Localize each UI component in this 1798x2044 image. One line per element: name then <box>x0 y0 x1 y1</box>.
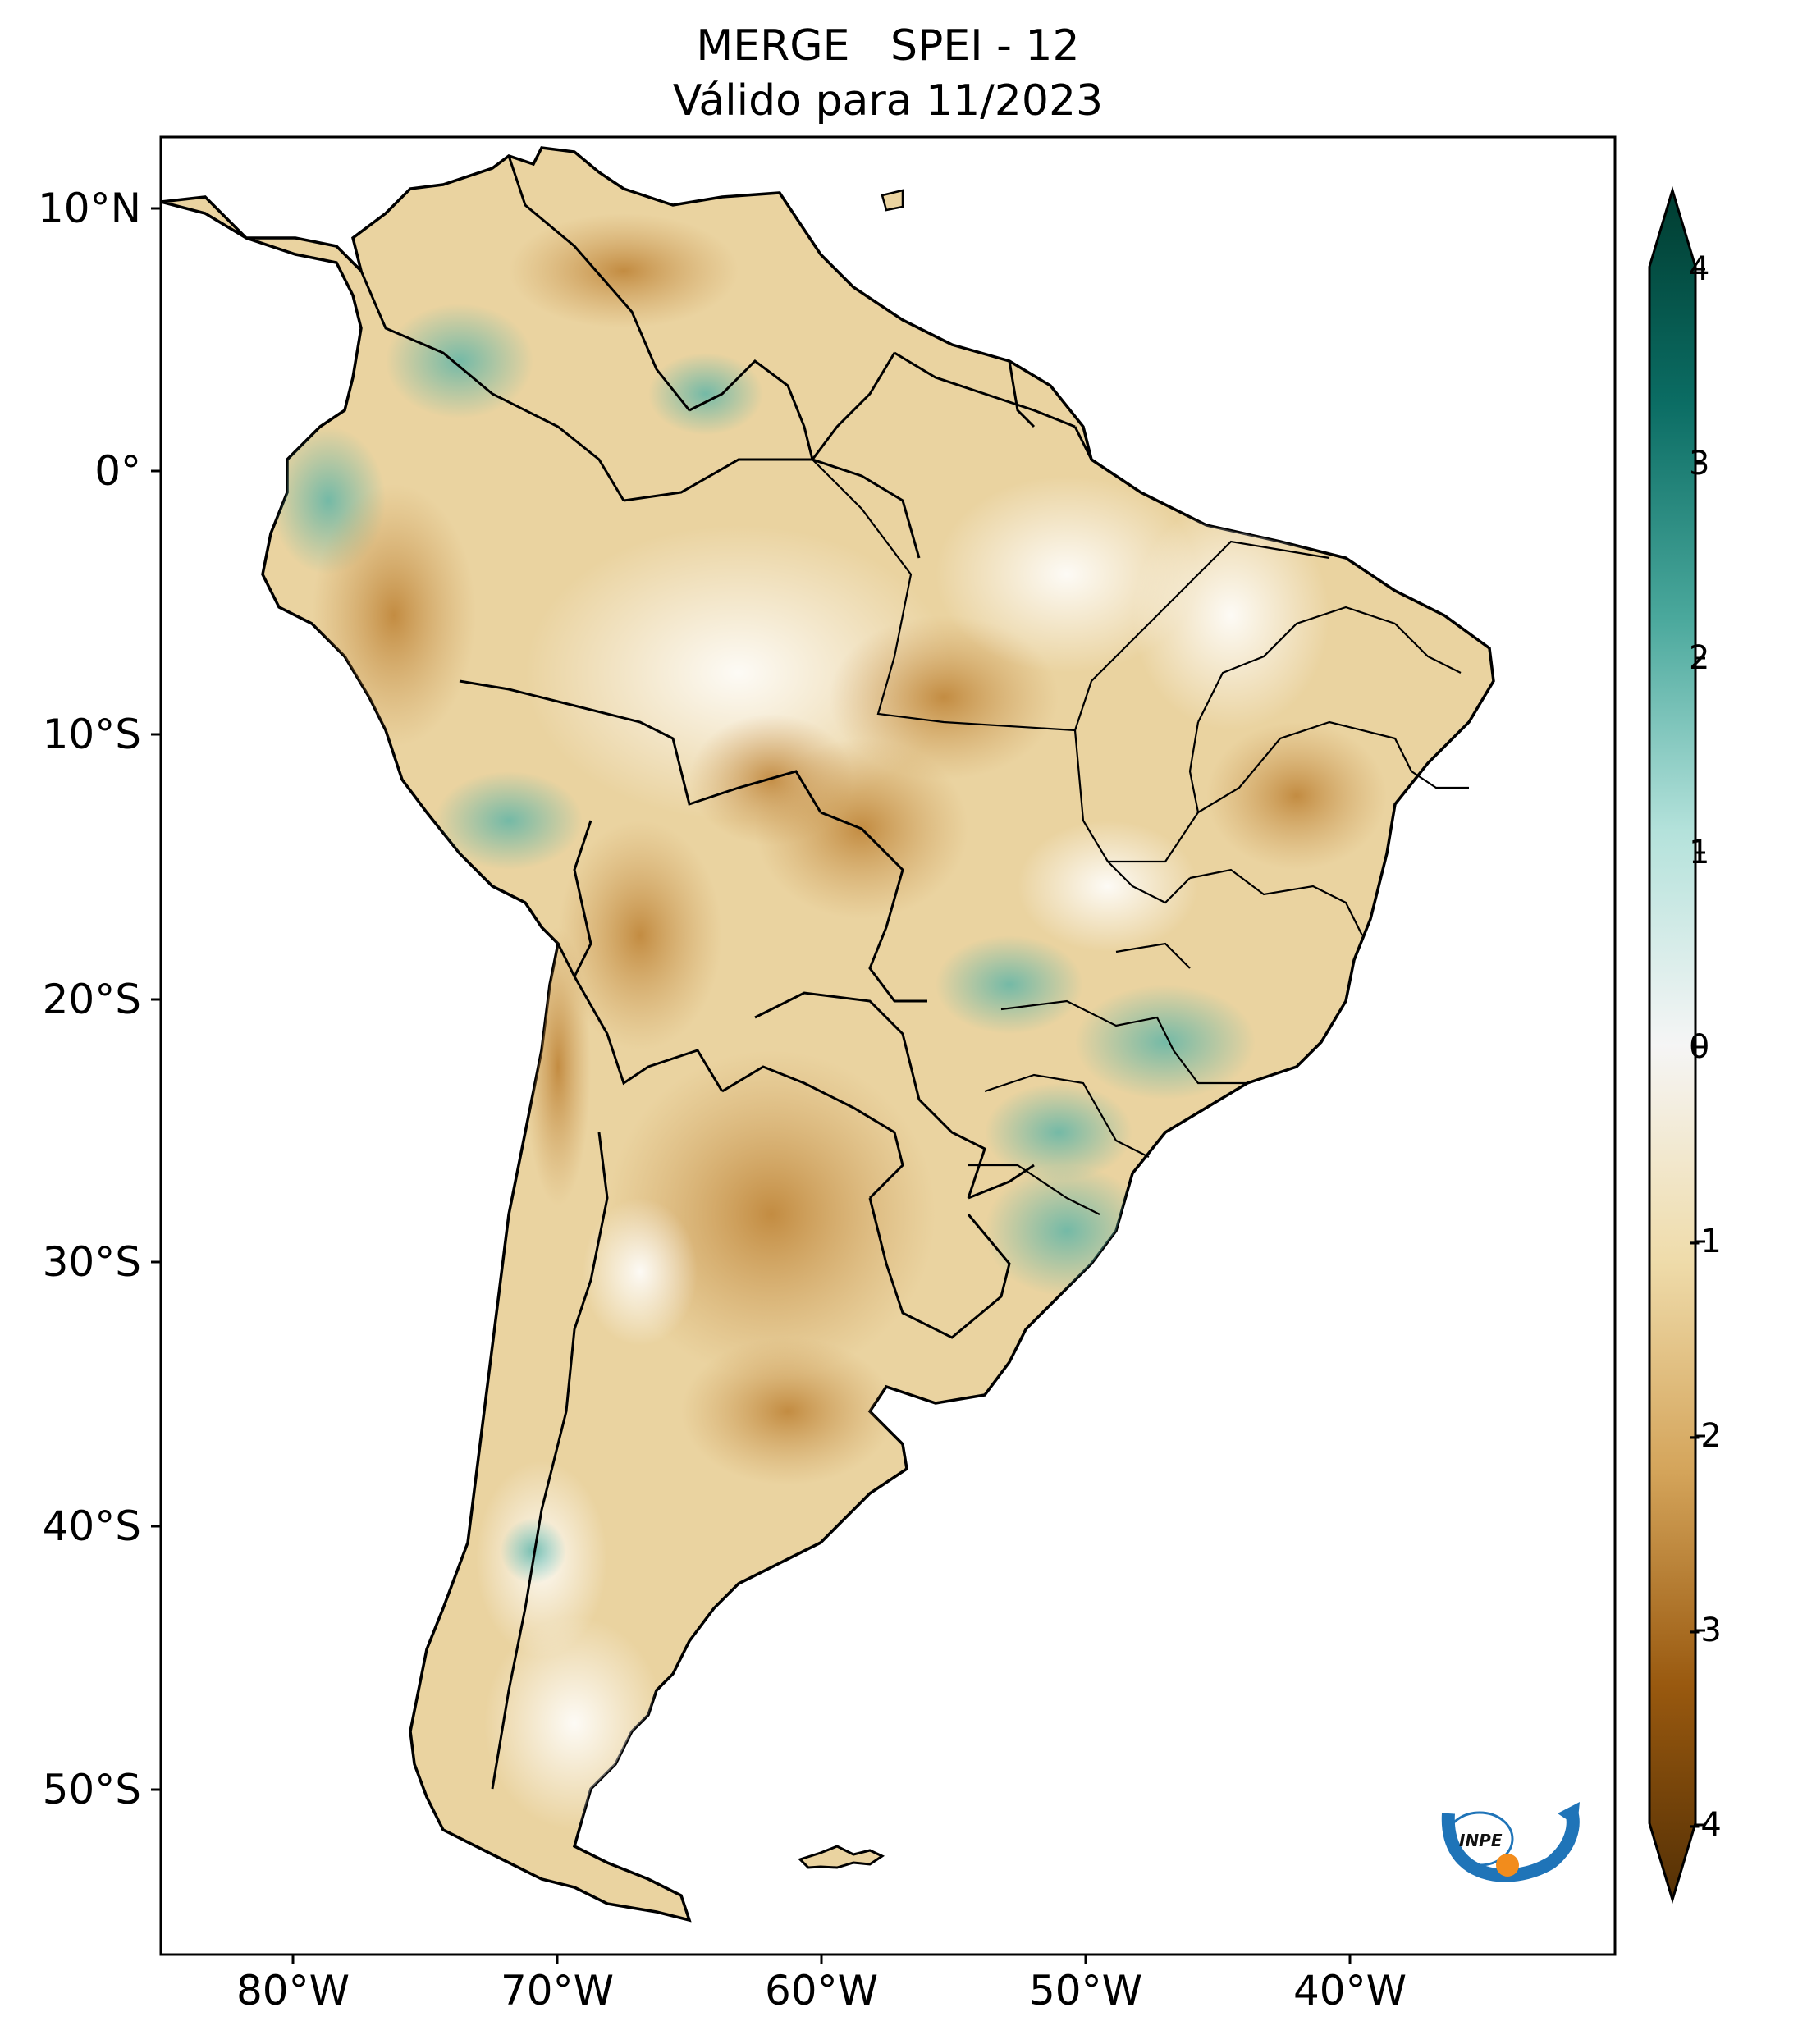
lat-label-40s: 40°S <box>42 1502 141 1550</box>
state-borders <box>812 459 1469 1215</box>
colorbar-bar <box>1648 185 1697 1905</box>
lat-label-10s: 10°S <box>42 711 141 758</box>
inpe-logo: INPE <box>1441 1802 1580 1882</box>
map-frame <box>159 135 1617 1956</box>
axis-ticks <box>151 207 1352 1964</box>
lon-label-80w: 80°W <box>236 1967 350 2014</box>
lat-label-20s: 20°S <box>42 976 141 1023</box>
cb-label-m3: -3 <box>1689 1612 1722 1649</box>
south-america-land <box>161 146 1495 1923</box>
colorbar <box>1648 185 1705 1905</box>
lon-label-60w: 60°W <box>764 1967 879 2014</box>
map-subtitle: Válido para 11/2023 <box>672 76 1104 126</box>
colorbar-ticks <box>1695 268 1705 1827</box>
lat-label-10n: 10°N <box>37 185 141 232</box>
lon-label-40w: 40°W <box>1292 1967 1407 2014</box>
map-title: MERGE SPEI - 12 <box>696 21 1080 71</box>
lat-label-30s: 30°S <box>42 1238 141 1286</box>
cb-label-2: 2 <box>1689 639 1710 677</box>
trinidad-island <box>881 189 904 212</box>
cb-label-m1: -1 <box>1689 1223 1722 1260</box>
cb-label-1: 1 <box>1689 834 1710 871</box>
cb-label-3: 3 <box>1689 445 1710 482</box>
country-borders <box>359 155 1093 1790</box>
lon-label-50w: 50°W <box>1028 1967 1143 2014</box>
cb-label-m2: -2 <box>1689 1417 1722 1455</box>
cb-label-m4: -4 <box>1689 1806 1722 1844</box>
falkland-islands <box>798 1845 885 1869</box>
cb-label-4: 4 <box>1689 250 1710 288</box>
spei-field <box>271 213 1387 1830</box>
lat-label-50s: 50°S <box>42 1766 141 1813</box>
lat-label-0: 0° <box>94 447 141 495</box>
lon-label-70w: 70°W <box>500 1967 615 2014</box>
inpe-logo-text: INPE <box>1459 1831 1503 1850</box>
cb-label-0: 0 <box>1689 1028 1710 1066</box>
